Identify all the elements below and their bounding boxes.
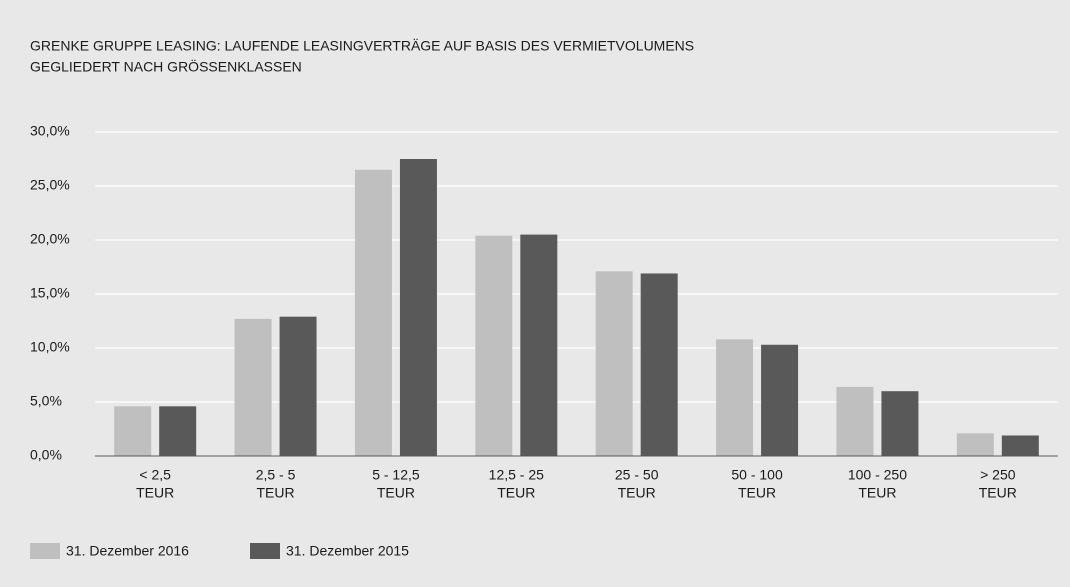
x-tick-label: TEUR (738, 485, 776, 501)
x-tick-label: TEUR (497, 485, 535, 501)
bar (520, 234, 558, 456)
y-tick-label: 30,0% (30, 123, 70, 139)
x-tick-label: 100 - 250 (848, 467, 907, 483)
y-tick-label: 20,0% (30, 231, 70, 247)
x-tick-label: TEUR (377, 485, 415, 501)
bar (279, 316, 317, 456)
chart-title: GRENKE GRUPPE LEASING: LAUFENDE LEASINGV… (30, 38, 694, 54)
bar (956, 433, 994, 456)
y-tick-label: 0,0% (30, 447, 62, 463)
y-tick-label: 25,0% (30, 177, 70, 193)
x-tick-label: > 250 (980, 467, 1016, 483)
chart-title: GEGLIEDERT NACH GRÖSSENKLASSEN (30, 58, 302, 75)
x-tick-label: TEUR (858, 485, 896, 501)
y-tick-label: 10,0% (30, 339, 70, 355)
legend-swatch (250, 543, 280, 559)
legend-label: 31. Dezember 2016 (66, 543, 189, 559)
x-tick-label: < 2,5 (139, 467, 171, 483)
bar (640, 273, 678, 456)
bar (836, 386, 874, 456)
x-tick-label: TEUR (618, 485, 656, 501)
x-tick-label: 5 - 12,5 (372, 467, 420, 483)
x-tick-label: 25 - 50 (615, 467, 659, 483)
y-tick-label: 5,0% (30, 393, 62, 409)
bar (114, 406, 152, 456)
bar (354, 169, 392, 457)
x-tick-label: TEUR (979, 485, 1017, 501)
x-tick-label: 50 - 100 (731, 467, 783, 483)
bar (881, 391, 919, 456)
bar (234, 318, 272, 456)
x-tick-label: 12,5 - 25 (489, 467, 544, 483)
bar (1001, 435, 1039, 456)
legend-label: 31. Dezember 2015 (286, 543, 409, 559)
bar (761, 344, 799, 456)
x-tick-label: 2,5 - 5 (256, 467, 296, 483)
y-tick-label: 15,0% (30, 285, 70, 301)
bar (399, 159, 437, 456)
bar (716, 339, 754, 456)
x-tick-label: TEUR (257, 485, 295, 501)
bar (475, 235, 513, 456)
x-tick-label: TEUR (136, 485, 174, 501)
legend-swatch (30, 543, 60, 559)
bar (595, 271, 633, 456)
bar (159, 406, 197, 456)
